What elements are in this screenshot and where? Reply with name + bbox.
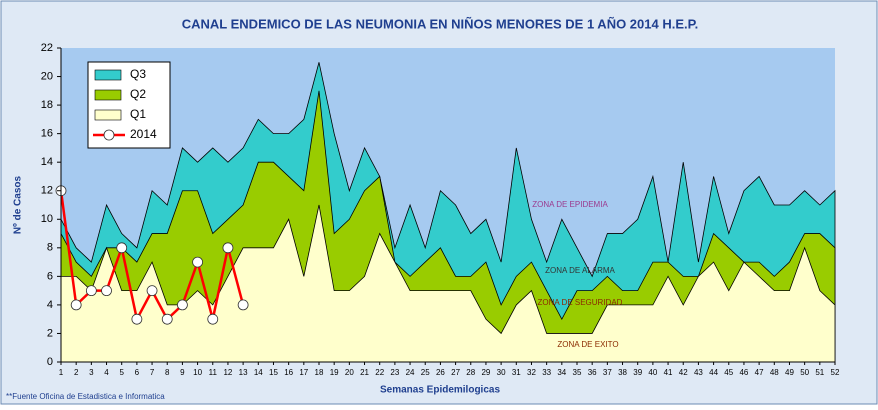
legend-label: Q1 — [130, 107, 146, 121]
y-tick-label: 6 — [47, 270, 53, 282]
marker — [207, 313, 219, 325]
y-tick-label: 18 — [41, 99, 53, 111]
x-tick-label: 46 — [739, 368, 748, 377]
y-tick-label: 2 — [47, 327, 53, 339]
x-tick-label: 33 — [542, 368, 551, 377]
legend-label: 2014 — [130, 127, 157, 141]
x-tick-label: 2 — [74, 368, 79, 377]
x-tick-label: 19 — [330, 368, 339, 377]
x-tick-label: 28 — [466, 368, 475, 377]
x-tick-label: 4 — [104, 368, 109, 377]
x-tick-label: 1 — [59, 368, 64, 377]
x-tick-label: 30 — [497, 368, 506, 377]
marker — [131, 313, 143, 325]
chart-title: CANAL ENDEMICO DE LAS NEUMONIA EN NIÑOS … — [182, 16, 698, 31]
x-tick-label: 12 — [223, 368, 232, 377]
marker — [177, 299, 188, 311]
x-tick-label: 26 — [436, 368, 445, 377]
x-tick-label: 52 — [831, 368, 840, 377]
x-tick-label: 7 — [150, 368, 155, 377]
marker — [237, 299, 249, 311]
x-tick-label: 22 — [375, 368, 384, 377]
x-tick-label: 45 — [724, 368, 733, 377]
x-tick-label: 37 — [603, 368, 612, 377]
x-tick-label: 40 — [648, 368, 657, 377]
x-tick-label: 32 — [527, 368, 536, 377]
y-tick-label: 12 — [41, 185, 53, 197]
x-tick-label: 31 — [512, 368, 521, 377]
x-tick-label: 47 — [755, 368, 764, 377]
x-tick-label: 6 — [135, 368, 140, 377]
zone-label: ZONA DE ALARMA — [545, 266, 615, 275]
x-tick-label: 36 — [588, 368, 597, 377]
x-tick-label: 34 — [557, 368, 566, 377]
y-tick-label: 14 — [41, 156, 53, 168]
x-tick-label: 43 — [694, 368, 703, 377]
y-tick-label: 0 — [47, 356, 53, 368]
x-tick-label: 50 — [800, 368, 809, 377]
marker — [146, 285, 158, 297]
x-tick-label: 25 — [421, 368, 430, 377]
y-tick-label: 4 — [47, 299, 53, 311]
marker — [222, 242, 234, 254]
marker — [85, 285, 97, 297]
x-tick-label: 9 — [180, 368, 185, 377]
marker — [70, 299, 82, 311]
y-tick-label: 8 — [47, 242, 53, 254]
x-tick-label: 13 — [239, 368, 248, 377]
marker — [192, 256, 203, 268]
footnote: **Fuente Oficina de Estadistica e Inform… — [6, 392, 165, 401]
marker — [161, 313, 173, 325]
x-tick-label: 29 — [481, 368, 490, 377]
x-tick-label: 21 — [360, 368, 369, 377]
y-tick-label: 20 — [41, 70, 53, 82]
zone-label: ZONA DE EXITO — [557, 340, 618, 349]
x-tick-label: 51 — [815, 368, 824, 377]
x-tick-label: 35 — [573, 368, 582, 377]
legend-marker — [103, 129, 115, 141]
x-tick-label: 14 — [254, 368, 263, 377]
x-tick-label: 27 — [451, 368, 460, 377]
x-tick-label: 48 — [770, 368, 779, 377]
y-tick-label: 22 — [41, 42, 53, 54]
legend-label: Q3 — [130, 67, 146, 81]
x-tick-label: 44 — [709, 368, 718, 377]
marker — [116, 242, 128, 254]
x-tick-label: 24 — [406, 368, 415, 377]
x-tick-label: 11 — [209, 368, 218, 377]
x-tick-label: 39 — [633, 368, 642, 377]
x-tick-label: 23 — [390, 368, 399, 377]
x-axis-label: Semanas Epidemilogicas — [380, 385, 500, 396]
marker — [101, 285, 112, 297]
y-tick-label: 10 — [41, 213, 53, 225]
legend-swatch — [94, 69, 122, 81]
x-tick-label: 42 — [679, 368, 688, 377]
x-tick-label: 20 — [345, 368, 354, 377]
x-tick-label: 16 — [284, 368, 293, 377]
legend-label: Q2 — [130, 87, 146, 101]
x-tick-label: 49 — [785, 368, 794, 377]
x-tick-label: 41 — [664, 368, 673, 377]
legend-swatch — [94, 109, 122, 121]
zone-label: ZONA DE SEGURIDAD — [538, 298, 623, 307]
x-tick-label: 8 — [165, 368, 170, 377]
x-tick-label: 3 — [89, 368, 94, 377]
x-tick-label: 15 — [269, 368, 278, 377]
legend-swatch — [94, 89, 122, 101]
x-tick-label: 17 — [299, 368, 308, 377]
x-tick-label: 5 — [119, 368, 124, 377]
y-axis-label: Nº de Casos — [13, 176, 24, 235]
y-tick-label: 16 — [41, 128, 53, 140]
x-tick-label: 38 — [618, 368, 627, 377]
x-tick-label: 18 — [315, 368, 324, 377]
zone-label: ZONA DE EPIDEMIA — [532, 200, 608, 209]
x-tick-label: 10 — [193, 368, 202, 377]
